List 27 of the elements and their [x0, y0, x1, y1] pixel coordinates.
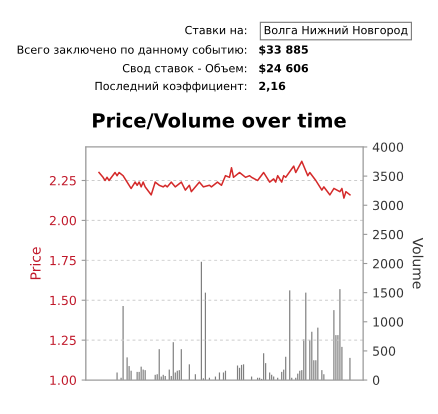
text: Волга Нижний Новгород — [264, 26, 408, 36]
y2-axis-title: Volume — [412, 238, 424, 289]
text: Ставки на: — [185, 26, 246, 34]
y-tick-label: 1.00 — [50, 376, 76, 385]
y2-tick-label: 500 — [373, 346, 396, 356]
chart-title: Price/Volume over time — [93, 112, 346, 130]
text: Свод ставок - Объем: — [122, 64, 246, 74]
y-tick-label: 1.25 — [50, 336, 76, 346]
text: $33 885 — [259, 45, 308, 56]
y2-tick-label: 4000 — [372, 142, 404, 152]
y2-tick-label: 1500 — [374, 288, 404, 298]
text: Всего заключено по данному событию: — [18, 45, 246, 56]
y-tick-label: 1.75 — [50, 256, 76, 266]
y2-tick-label: 2000 — [373, 258, 404, 268]
y-tick-label: 1.50 — [50, 296, 76, 306]
y2-tick-label: 3500 — [373, 172, 404, 182]
y2-tick-label: 3000 — [373, 200, 404, 210]
y-axis-title: Price — [30, 247, 41, 280]
y2-tick-label: 0 — [372, 376, 380, 385]
y-tick-label: 2.25 — [50, 176, 76, 186]
y-tick-label: 2.00 — [50, 216, 76, 226]
y2-tick-label: 2500 — [373, 230, 404, 240]
line-series — [98, 160, 351, 199]
text: $24 606 — [259, 64, 308, 74]
text: 2,16 — [259, 82, 286, 92]
y2-tick-label: 1000 — [374, 317, 404, 327]
text: Последний коэффициент: — [96, 82, 246, 92]
